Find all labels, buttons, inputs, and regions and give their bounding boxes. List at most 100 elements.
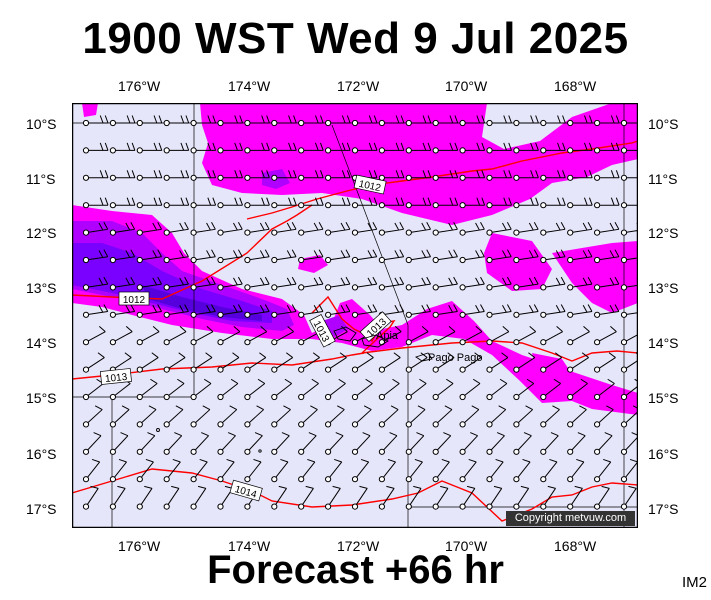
wind-barb xyxy=(540,432,559,455)
wind-barb xyxy=(82,405,103,428)
wind-barb xyxy=(351,197,378,209)
wind-barb xyxy=(325,276,351,291)
wind-barb xyxy=(405,304,431,318)
wind-barb xyxy=(325,249,351,264)
wind-barb xyxy=(163,405,184,428)
wind-barb xyxy=(351,485,368,510)
wind-barb xyxy=(109,458,127,483)
wind-barb xyxy=(190,325,214,346)
wind-barb xyxy=(405,325,429,346)
wind-barb xyxy=(486,197,512,209)
wind-barb xyxy=(378,142,405,154)
wind-barb xyxy=(486,304,512,318)
wind-barb xyxy=(513,276,539,291)
wind-barb xyxy=(271,142,297,154)
wind-barb xyxy=(82,170,109,181)
wind-barb xyxy=(378,405,399,428)
wind-barb xyxy=(109,142,136,154)
wind-barb xyxy=(378,276,405,291)
wind-barb xyxy=(567,378,588,401)
wind-barb xyxy=(459,304,485,318)
wind-barb xyxy=(298,352,320,373)
wind-barb xyxy=(378,485,395,510)
wind-barb xyxy=(540,115,566,127)
wind-barb xyxy=(190,170,217,181)
wind-barb xyxy=(405,458,423,483)
rose-atoll-icon xyxy=(156,428,160,432)
wind-barb xyxy=(459,352,482,373)
wind-barb xyxy=(405,197,432,209)
wind-barb xyxy=(567,276,593,291)
lon-label-top-176w: 176°W xyxy=(118,78,161,94)
wind-barb xyxy=(567,405,587,428)
wind-barb xyxy=(540,325,563,346)
wind-barb xyxy=(325,222,351,236)
wind-barb xyxy=(163,378,185,401)
wind-barb xyxy=(567,352,589,373)
copyright-badge: Copyright metvuw.com xyxy=(506,511,635,526)
wind-barb xyxy=(432,249,458,264)
wind-barb xyxy=(136,458,154,483)
lat-label-left-14s: 14°S xyxy=(26,335,57,351)
wind-barb xyxy=(405,115,432,127)
wind-barb xyxy=(244,170,270,181)
wind-barb xyxy=(217,325,241,346)
wind-barb xyxy=(298,115,324,127)
wind-barb xyxy=(82,378,104,401)
wind-barb xyxy=(351,304,378,318)
wind-barb xyxy=(540,276,566,291)
wind-barb xyxy=(298,378,319,401)
wind-barb xyxy=(163,170,190,181)
wind-barb xyxy=(459,325,483,346)
wind-barb xyxy=(594,142,620,154)
wind-barb xyxy=(459,485,476,510)
isobar-1013-east xyxy=(361,340,638,362)
wind-barb xyxy=(486,432,505,455)
wind-barb xyxy=(620,222,638,236)
wind-barb xyxy=(405,222,431,236)
wind-barb xyxy=(486,458,504,483)
wind-barb xyxy=(271,485,287,510)
wind-barb xyxy=(325,197,351,209)
wind-barb xyxy=(620,170,638,181)
wind-barb xyxy=(217,276,243,291)
wind-barb xyxy=(378,432,398,455)
map-frame xyxy=(72,103,638,528)
wind-barb xyxy=(594,115,620,127)
wind-barb xyxy=(486,485,503,510)
wind-barb xyxy=(513,304,539,318)
wind-barb xyxy=(378,325,402,346)
lon-label-bottom-172w: 172°W xyxy=(337,538,380,554)
wind-barb xyxy=(620,458,638,483)
wind-barb xyxy=(432,170,459,181)
wind-barbs xyxy=(82,115,638,510)
wind-barb xyxy=(298,276,324,291)
wind-barb xyxy=(298,222,324,236)
wind-barb xyxy=(513,142,539,154)
wind-barb xyxy=(540,142,566,154)
lat-label-left-13s: 13°S xyxy=(26,280,57,296)
wind-barb xyxy=(271,197,297,209)
wind-barb xyxy=(82,115,109,127)
wind-barb xyxy=(244,352,267,373)
wind-barb xyxy=(405,170,432,181)
wind-barb xyxy=(136,432,156,455)
wind-barb xyxy=(540,378,561,401)
wind-barb xyxy=(82,304,109,318)
wind-barb xyxy=(378,115,405,127)
wind-barb xyxy=(136,378,158,401)
lat-label-right-12s: 12°S xyxy=(648,225,679,241)
wind-barb xyxy=(620,142,638,154)
isobar-label-1012-west: 1012 xyxy=(118,291,150,306)
wind-barb xyxy=(271,276,297,291)
wind-barb xyxy=(486,276,512,291)
wind-barb xyxy=(567,197,593,209)
wind-barb xyxy=(244,276,270,291)
wind-barb xyxy=(351,458,370,483)
wind-barb xyxy=(459,115,486,127)
wind-barb xyxy=(378,378,400,401)
wind-barb xyxy=(163,249,189,264)
wind-barb xyxy=(432,352,455,373)
rain-area-heavy xyxy=(72,243,272,323)
lat-label-left-17s: 17°S xyxy=(26,501,57,517)
